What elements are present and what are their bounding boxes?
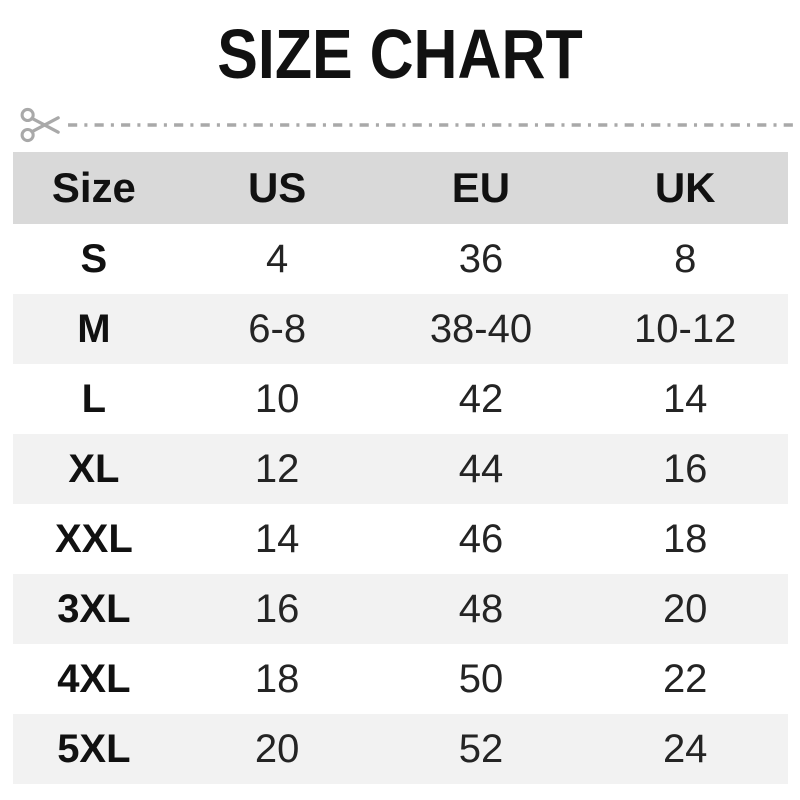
cell-size: XL bbox=[68, 446, 120, 491]
table-row-l: L 10 42 14 bbox=[12, 364, 788, 434]
page-title: SIZE CHART bbox=[0, 16, 800, 93]
size-table: Size US EU UK S 4 36 8 M 6-8 38-40 10-12… bbox=[12, 152, 788, 784]
cell-uk: 16 bbox=[662, 446, 708, 491]
cell-us: 14 bbox=[254, 516, 300, 561]
size-chart-page: SIZE CHART Size US EU UK S 4 bbox=[0, 16, 800, 800]
cell-eu: 44 bbox=[458, 446, 504, 491]
cell-uk: 18 bbox=[662, 516, 708, 561]
cell-eu: 52 bbox=[458, 726, 504, 771]
table-row-3xl: 3XL 16 48 20 bbox=[12, 574, 788, 644]
dashed-cut-line bbox=[68, 123, 798, 127]
cell-size: 5XL bbox=[57, 726, 131, 771]
page-title-text: SIZE CHART bbox=[217, 15, 583, 93]
cell-us: 18 bbox=[254, 656, 300, 701]
cell-us: 16 bbox=[254, 586, 300, 631]
column-header-us: US bbox=[175, 152, 380, 224]
cell-size: 3XL bbox=[57, 586, 131, 631]
column-header-size: Size bbox=[12, 152, 176, 224]
cell-size: 4XL bbox=[57, 656, 131, 701]
column-header-uk: UK bbox=[582, 152, 788, 224]
cell-size: XXL bbox=[54, 516, 133, 561]
cell-us: 4 bbox=[266, 236, 289, 281]
cell-eu: 38-40 bbox=[429, 306, 533, 351]
table-row-5xl: 5XL 20 52 24 bbox=[12, 714, 788, 784]
table-row-m: M 6-8 38-40 10-12 bbox=[12, 294, 788, 364]
table-header-row: Size US EU UK bbox=[12, 152, 788, 224]
column-header-eu: EU bbox=[379, 152, 583, 224]
cell-size: S bbox=[80, 236, 108, 281]
cell-eu: 36 bbox=[458, 236, 504, 281]
cell-size: L bbox=[81, 376, 107, 421]
table-row-s: S 4 36 8 bbox=[12, 224, 788, 294]
scissors-icon bbox=[20, 107, 60, 143]
cell-uk: 10-12 bbox=[634, 306, 737, 351]
cut-line bbox=[0, 103, 800, 147]
cell-uk: 22 bbox=[662, 656, 708, 701]
cell-eu: 42 bbox=[458, 376, 504, 421]
cell-uk: 14 bbox=[662, 376, 708, 421]
cell-us: 10 bbox=[254, 376, 300, 421]
cell-eu: 50 bbox=[458, 656, 504, 701]
cell-eu: 48 bbox=[458, 586, 504, 631]
cell-us: 12 bbox=[254, 446, 300, 491]
table-row-xxl: XXL 14 46 18 bbox=[12, 504, 788, 574]
cell-us: 20 bbox=[254, 726, 300, 771]
cell-uk: 24 bbox=[662, 726, 708, 771]
cell-eu: 46 bbox=[458, 516, 504, 561]
cell-us: 6-8 bbox=[248, 306, 307, 351]
cell-uk: 8 bbox=[674, 236, 697, 281]
table-row-xl: XL 12 44 16 bbox=[12, 434, 788, 504]
table-row-4xl: 4XL 18 50 22 bbox=[12, 644, 788, 714]
cell-uk: 20 bbox=[662, 586, 708, 631]
cell-size: M bbox=[77, 306, 111, 351]
